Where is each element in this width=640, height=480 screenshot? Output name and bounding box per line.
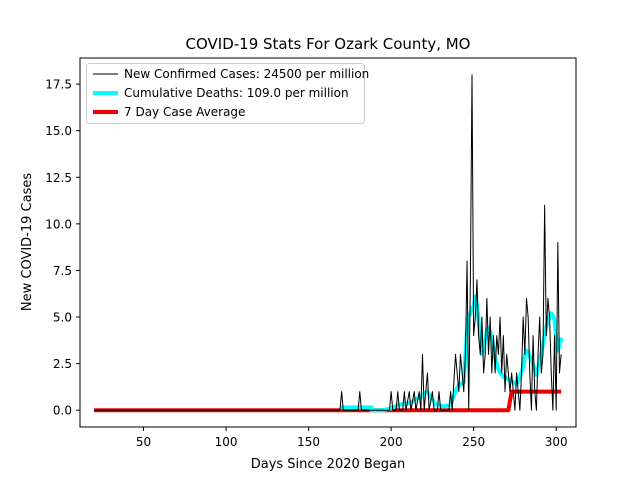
legend-box <box>86 63 365 124</box>
y-tick-label: 17.5 <box>45 78 72 92</box>
legend-label-2: 7 Day Case Average <box>124 105 245 119</box>
x-tick-label: 150 <box>297 435 320 449</box>
y-tick-label: 10.0 <box>45 217 72 231</box>
y-tick-label: 0.0 <box>53 404 72 418</box>
axes: 50 100 150 200 250 300 0.0 2.5 5.0 7.5 10.0 12.5 15.… <box>45 57 577 449</box>
plot-frame <box>79 57 577 428</box>
legend-label-0: New Confirmed Cases: 24500 per million <box>124 67 369 81</box>
y-axis-label: New COVID-19 Cases <box>20 173 35 311</box>
series-line-0 <box>94 74 562 411</box>
x-tick-label: 100 <box>215 435 238 449</box>
x-tick-label: 50 <box>136 435 151 449</box>
legend: New Confirmed Cases: 24500 per million Cu… <box>86 63 369 124</box>
plot-lines <box>94 74 564 413</box>
x-axis-label: Days Since 2020 Began <box>251 457 406 472</box>
chart-title: COVID-19 Stats For Ozark County, MO <box>186 35 471 53</box>
x-tick-label: 250 <box>462 435 485 449</box>
y-tick-label: 15.0 <box>45 124 72 138</box>
x-tick-label: 200 <box>380 435 403 449</box>
x-tick-label: 300 <box>545 435 568 449</box>
legend-label-1: Cumulative Deaths: 109.0 per million <box>124 86 349 100</box>
y-tick-label: 5.0 <box>53 311 72 325</box>
y-tick-label: 12.5 <box>45 171 72 185</box>
y-tick-label: 7.5 <box>53 264 72 278</box>
y-tick-label: 2.5 <box>53 357 72 371</box>
